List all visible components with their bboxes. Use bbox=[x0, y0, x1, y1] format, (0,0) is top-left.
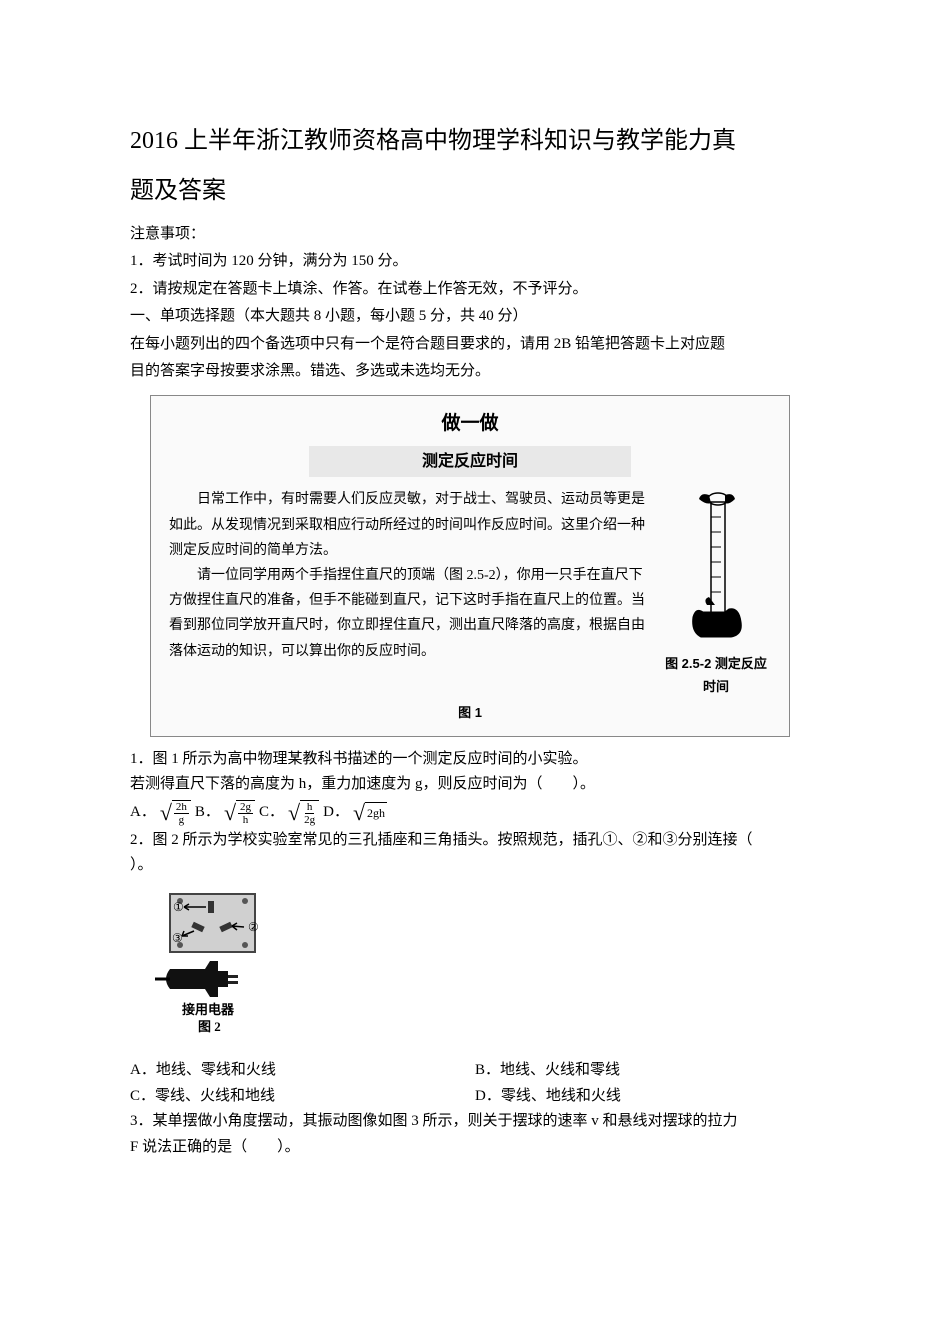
section-1-desc-2: 目的答案字母按要求涂黑。错选、多选或未选均无分。 bbox=[130, 359, 820, 385]
q1-condition: 若测得直尺下落的高度为 h，重力加速度为 g，则反应时间为（ ）。 bbox=[130, 772, 820, 798]
q1-options: A． √ 2hg B． √ 2gh C． √ h2g D． √ 2gh bbox=[130, 800, 820, 826]
q1-formula-a: √ 2hg bbox=[160, 800, 191, 826]
figure-1-text: 日常工作中，有时需要人们反应灵敏，对于战士、驾驶员、运动员等更是如此。从发现情况… bbox=[169, 487, 645, 697]
figure-1-para-2: 请一位同学用两个手指捏住直尺的顶端（图 2.5-2），你用一只手在直尺下方做捏住… bbox=[169, 563, 645, 664]
q2-option-a: A．地线、零线和火线 bbox=[130, 1058, 475, 1084]
figure-1-caption: 图 2.5-2 测定反应时间 bbox=[661, 653, 771, 697]
figure-2-container: ① ③ ② 接用电器 图 2 bbox=[150, 889, 820, 1049]
fig2-device-label: 接用电器 bbox=[182, 1002, 235, 1017]
q1-option-a-label: A． bbox=[130, 800, 156, 826]
q2-option-b: B．地线、火线和零线 bbox=[475, 1058, 820, 1084]
q1-option-c-label: C． bbox=[259, 800, 284, 826]
q1-option-b-label: B． bbox=[195, 800, 220, 826]
q1-formula-c: √ h2g bbox=[288, 800, 319, 826]
q2-option-c: C．零线、火线和地线 bbox=[130, 1084, 475, 1110]
exam-title-line1: 2016 上半年浙江教师资格高中物理学科知识与教学能力真 bbox=[130, 120, 820, 163]
ruler-hand-icon bbox=[681, 487, 751, 647]
q3-stem-1: 3．某单摆做小角度摆动，其振动图像如图 3 所示，则关于摆球的速率 v 和悬线对… bbox=[130, 1109, 820, 1135]
figure-1-image: 图 2.5-2 测定反应时间 bbox=[661, 487, 771, 697]
svg-text:②: ② bbox=[248, 920, 259, 934]
socket-plug-icon: ① ③ ② 接用电器 图 2 bbox=[150, 889, 280, 1039]
exam-title-line2: 题及答案 bbox=[130, 171, 820, 212]
figure-1-box: 做一做 测定反应时间 日常工作中，有时需要人们反应灵敏，对于战士、驾驶员、运动员… bbox=[150, 395, 790, 737]
q2-stem-1: 2．图 2 所示为学校实验室常见的三孔插座和三角插头。按照规范，插孔①、②和③分… bbox=[130, 828, 820, 854]
notes-header: 注意事项： bbox=[130, 222, 820, 248]
svg-text:③: ③ bbox=[172, 931, 183, 945]
figure-1-subheader: 测定反应时间 bbox=[309, 446, 631, 477]
svg-text:①: ① bbox=[173, 900, 184, 914]
fig2-caption: 图 2 bbox=[198, 1019, 221, 1034]
q1-formula-d: √ 2gh bbox=[353, 802, 387, 824]
figure-1-para-1: 日常工作中，有时需要人们反应灵敏，对于战士、驾驶员、运动员等更是如此。从发现情况… bbox=[169, 487, 645, 563]
figure-1-label: 图 1 bbox=[169, 702, 771, 724]
note-2: 2．请按规定在答题卡上填涂、作答。在试卷上作答无效，不予评分。 bbox=[130, 277, 820, 303]
q2-option-d: D．零线、地线和火线 bbox=[475, 1084, 820, 1110]
q3-stem-2: F 说法正确的是（ ）。 bbox=[130, 1135, 820, 1161]
figure-1-header: 做一做 bbox=[169, 408, 771, 440]
note-1: 1．考试时间为 120 分钟，满分为 150 分。 bbox=[130, 249, 820, 275]
q1-formula-b: √ 2gh bbox=[224, 800, 255, 826]
section-1-desc-1: 在每小题列出的四个备选项中只有一个是符合题目要求的，请用 2B 铅笔把答题卡上对… bbox=[130, 332, 820, 358]
q1-option-d-label: D． bbox=[323, 800, 349, 826]
q2-stem-2: ）。 bbox=[130, 853, 820, 879]
q1-stem: 1．图 1 所示为高中物理某教科书描述的一个测定反应时间的小实验。 bbox=[130, 747, 820, 773]
section-1-header: 一、单项选择题（本大题共 8 小题，每小题 5 分，共 40 分） bbox=[130, 304, 820, 330]
